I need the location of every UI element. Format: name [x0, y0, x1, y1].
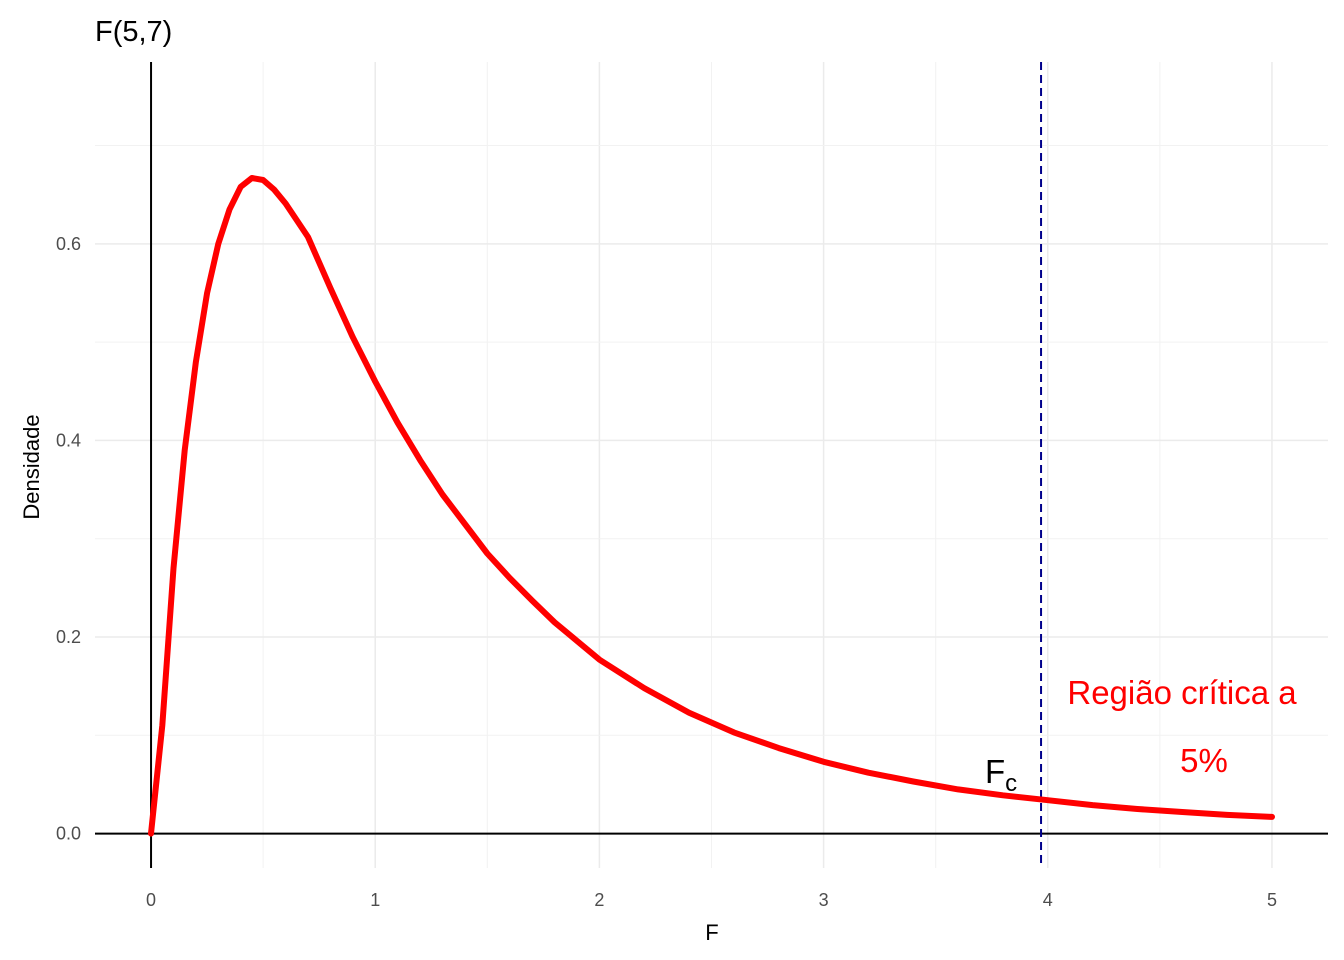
y-axis-title: Densidade [19, 414, 44, 519]
y-tick-label: 0.6 [56, 234, 81, 254]
x-tick-label: 1 [370, 890, 380, 910]
y-tick-label: 0.4 [56, 430, 81, 450]
fc-label-subscript: c [1005, 770, 1017, 797]
x-tick-label: 0 [146, 890, 156, 910]
fc-label-main: F [985, 753, 1005, 790]
x-tick-label: 5 [1267, 890, 1277, 910]
x-tick-label: 3 [819, 890, 829, 910]
fc-label: Fc [985, 753, 1017, 797]
critical-region-label-line1: Região crítica a [1067, 674, 1297, 711]
y-tick-label: 0.2 [56, 627, 81, 647]
x-axis-title: F [705, 920, 718, 945]
y-tick-labels: 0.0 0.2 0.4 0.6 [56, 234, 81, 844]
x-tick-label: 4 [1043, 890, 1053, 910]
grid [95, 62, 1328, 868]
chart-title: F(5,7) [95, 16, 172, 48]
axes [95, 62, 1328, 868]
x-tick-labels: 0 1 2 3 4 5 [146, 890, 1277, 910]
density-curve [148, 175, 1275, 837]
critical-region-label-line2: 5% [1180, 742, 1228, 779]
y-tick-label: 0.0 [56, 824, 81, 844]
x-tick-label: 2 [594, 890, 604, 910]
